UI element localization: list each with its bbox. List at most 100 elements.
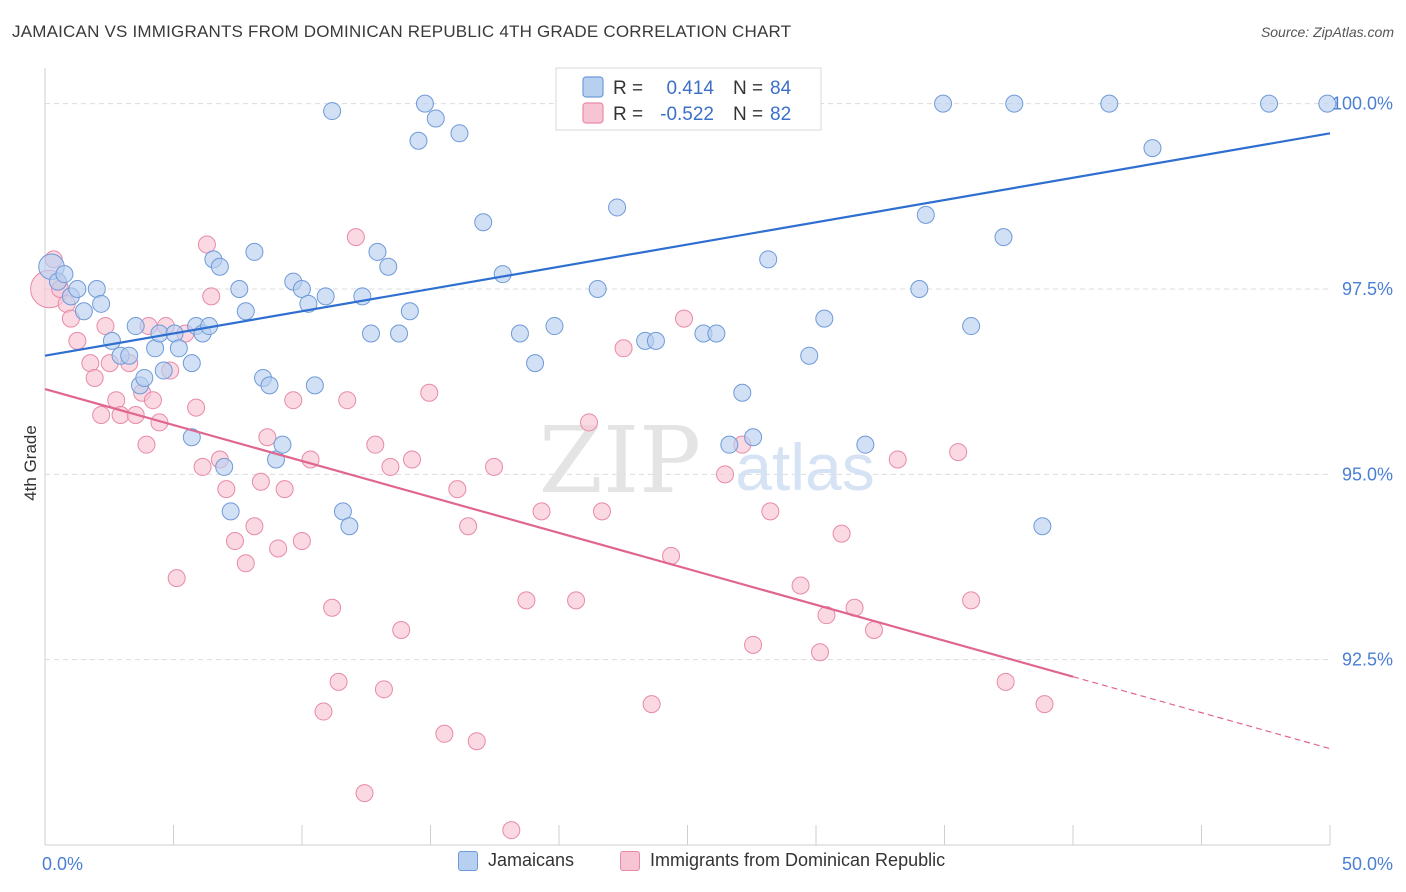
jamaican-point [273, 435, 292, 454]
dominican-point [888, 450, 907, 469]
y-tick-label: 100.0% [1332, 94, 1393, 114]
y-tick-label: 95.0% [1342, 464, 1393, 484]
dominican-point [716, 465, 735, 484]
dominican-point [502, 821, 521, 840]
jamaican-point [390, 324, 409, 343]
jamaican-point [707, 324, 726, 343]
tick-labels: 100.0% 97.5% 95.0% 92.5% 0.0% 50.0% [42, 94, 1393, 874]
jamaican-point [154, 361, 173, 380]
dominican-point [81, 354, 100, 373]
jamaican-point [340, 517, 359, 536]
jamaican-point [245, 242, 264, 261]
jamaican-point [1100, 94, 1119, 113]
bottom-legend: Jamaicans Immigrants from Dominican Repu… [0, 850, 1406, 880]
y-tick-label: 97.5% [1342, 279, 1393, 299]
dominican-point [532, 502, 551, 521]
dominican-point [832, 524, 851, 543]
jamaican-point [916, 205, 935, 224]
jamaican-point [962, 317, 981, 336]
jamaican-point [230, 279, 249, 298]
trend-line-dominican [44, 388, 1074, 678]
jamaican-point [720, 435, 739, 454]
jamaican-point [510, 324, 529, 343]
legend-item-jamaicans[interactable]: Jamaicans [458, 850, 574, 871]
dominican-point [761, 502, 780, 521]
stats-n-label-1: N = [733, 78, 763, 99]
dominican-point [284, 391, 303, 410]
jamaican-point [744, 428, 763, 447]
stats-legend-blue-swatch [582, 76, 604, 98]
dominican-point [744, 635, 763, 654]
dominican-point [143, 391, 162, 410]
dominican-point [202, 287, 221, 306]
dominican-point [258, 428, 277, 447]
stats-n-value-2: 82 [770, 104, 791, 125]
dominican-point [381, 457, 400, 476]
jamaican-point [545, 317, 564, 336]
dominican-point [962, 591, 981, 610]
jamaican-point [102, 331, 121, 350]
dominican-point [592, 502, 611, 521]
legend-label-dominican: Immigrants from Dominican Republic [650, 850, 946, 870]
series-jamaican-points [38, 94, 1337, 536]
chart-title: JAMAICAN VS IMMIGRANTS FROM DOMINICAN RE… [12, 22, 792, 41]
jamaican-point [135, 368, 154, 387]
dominican-point [187, 398, 206, 417]
axes [44, 68, 1331, 846]
dominican-point [949, 443, 968, 462]
jamaican-point [361, 324, 380, 343]
dominican-point [517, 591, 536, 610]
chart-source: Source: ZipAtlas.com [1260, 24, 1394, 40]
dominican-point [580, 413, 599, 432]
dominican-point [236, 554, 255, 573]
y-axis-label: 4th Grade [21, 425, 40, 501]
dominican-point [485, 457, 504, 476]
dominican-point [137, 435, 156, 454]
gridlines [45, 103, 1330, 661]
legend-item-dominican[interactable]: Immigrants from Dominican Republic [620, 850, 945, 871]
jamaican-point [169, 339, 188, 358]
jamaican-point [646, 331, 665, 350]
jamaican-point [800, 346, 819, 365]
jamaican-point [368, 242, 387, 261]
series-dominican-points [30, 228, 1054, 840]
dominican-point [811, 643, 830, 662]
jamaican-point [292, 279, 311, 298]
jamaican-point [415, 94, 434, 113]
jamaican-point [260, 376, 279, 395]
jamaican-point [299, 294, 318, 313]
jamaican-point [1260, 94, 1279, 113]
dominican-point [96, 317, 115, 336]
jamaican-point [994, 228, 1013, 247]
watermark: ZIP atlas [539, 407, 875, 514]
jamaican-point [1033, 517, 1052, 536]
trend-lines [44, 132, 1331, 750]
legend-swatch-pink [620, 850, 640, 871]
dominican-point [292, 532, 311, 551]
dominican-point [355, 784, 374, 803]
jamaican-point [856, 435, 875, 454]
jamaican-point [474, 213, 493, 232]
dominican-point [459, 517, 478, 536]
dominican-point [275, 480, 294, 499]
stats-legend: R = 0.414 N = 84 R = -0.522 N = 82 [555, 67, 822, 131]
dominican-point [329, 672, 348, 691]
dominican-point [68, 331, 87, 350]
jamaican-point [910, 279, 929, 298]
stats-legend-pink-swatch [582, 102, 604, 124]
jamaican-point [526, 354, 545, 373]
jamaican-point [323, 102, 342, 121]
stats-r-value-2: -0.522 [660, 104, 714, 125]
jamaican-point [400, 302, 419, 321]
trend-line-extension [1072, 676, 1331, 750]
legend-swatch-blue [458, 850, 478, 871]
jamaican-point [236, 302, 255, 321]
jamaican-point [316, 287, 335, 306]
dominican-point [251, 472, 270, 491]
dominican-point [85, 368, 104, 387]
dominican-point [996, 672, 1015, 691]
jamaican-point [759, 250, 778, 269]
dominican-point [791, 576, 810, 595]
dominican-point [167, 569, 186, 588]
